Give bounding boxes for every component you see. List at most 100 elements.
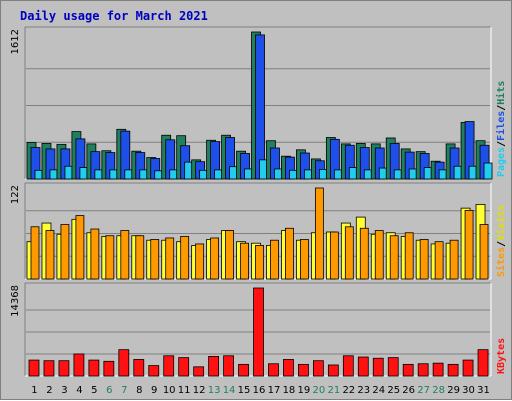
x-tick-label: 19 [298, 385, 311, 396]
bar-sites-day-22 [344, 226, 354, 280]
ymax-label-visits-sites: 122 [10, 185, 21, 204]
x-tick-label: 6 [106, 385, 112, 396]
bar-kbytes-day-26 [402, 363, 414, 377]
bar-sites-day-27 [419, 239, 429, 280]
axis-title-files: Files [495, 111, 507, 141]
x-tick-label: 25 [387, 385, 400, 396]
bar-kbytes-day-25 [387, 357, 399, 377]
bar-sites-day-10 [165, 237, 175, 280]
bar-sites-day-23 [359, 227, 369, 280]
x-tick-label: 13 [208, 385, 221, 396]
axis-title-visits-sites: Sites/Visits [495, 205, 507, 277]
bar-kbytes-day-12 [193, 366, 205, 377]
x-tick-label: 28 [432, 385, 445, 396]
bar-kbytes-day-20 [312, 360, 324, 377]
x-tick-label: 3 [61, 385, 67, 396]
bar-sites-day-24 [374, 230, 384, 280]
x-tick-label: 29 [447, 385, 460, 396]
x-tick-label: 18 [283, 385, 296, 396]
bar-kbytes-day-10 [163, 355, 175, 377]
bar-kbytes-day-19 [298, 363, 309, 377]
bar-kbytes-day-5 [88, 359, 100, 377]
x-tick-label: 10 [163, 385, 176, 396]
axis-title-separator: / [496, 141, 507, 147]
bar-kbytes-day-4 [73, 353, 85, 377]
x-tick-label: 11 [178, 385, 191, 396]
bar-kbytes-day-31 [477, 349, 489, 377]
x-tick-label: 2 [46, 385, 52, 396]
ymax-label-kbytes: 14368 [10, 285, 21, 317]
x-tick-label: 21 [327, 385, 340, 396]
bar-sites-day-14 [225, 230, 234, 280]
x-tick-label: 31 [477, 385, 490, 396]
bar-kbytes-day-22 [342, 355, 354, 377]
x-tick-label: 24 [372, 385, 385, 396]
bar-kbytes-day-13 [208, 356, 220, 377]
bar-sites-day-29 [449, 239, 459, 280]
x-tick-label: 20 [313, 385, 326, 396]
x-tick-label: 7 [121, 385, 127, 396]
bar-sites-day-25 [389, 235, 399, 280]
axis-title-sites: Sites [495, 247, 507, 277]
bar-sites-day-20 [314, 187, 324, 280]
bar-kbytes-day-14 [223, 355, 234, 377]
bar-kbytes-day-11 [178, 357, 190, 377]
ymax-label-hits-files-pages: 1612 [10, 29, 21, 54]
bar-kbytes-day-30 [462, 359, 474, 377]
axis-title-kbytes: KBytes [496, 338, 507, 374]
bar-sites-day-1 [30, 226, 40, 280]
bar-kbytes-day-6 [103, 360, 115, 377]
bar-sites-day-11 [180, 236, 190, 280]
x-tick-label: 8 [136, 385, 142, 396]
bar-kbytes-day-24 [372, 357, 384, 377]
bar-sites-day-2 [45, 230, 55, 280]
bar-kbytes-day-8 [133, 359, 145, 377]
bar-kbytes-day-29 [447, 363, 459, 377]
bar-kbytes-day-7 [118, 349, 130, 377]
x-tick-label: 9 [151, 385, 157, 396]
x-tick-label: 27 [417, 385, 430, 396]
x-tick-label: 14 [223, 385, 236, 396]
x-tick-label: 23 [357, 385, 370, 396]
axis-title-kbytes: KBytes [496, 338, 507, 374]
axis-title-hits-files-pages: Pages/Files/Hits [495, 81, 507, 177]
bar-kbytes-day-3 [58, 360, 70, 377]
bar-kbytes-day-23 [357, 356, 369, 377]
bar-sites-day-26 [404, 232, 414, 280]
axis-title-pages: Pages [496, 147, 507, 177]
x-tick-label: 1 [31, 385, 37, 396]
axis-title-separator: / [496, 241, 507, 247]
bar-sites-day-18 [285, 227, 294, 280]
x-tick-label: 15 [238, 385, 251, 396]
bar-sites-day-13 [210, 237, 220, 280]
x-tick-label: 30 [462, 385, 475, 396]
x-tick-label: 22 [342, 385, 355, 396]
x-tick-label: 16 [253, 385, 266, 396]
bar-kbytes-day-16 [253, 287, 264, 377]
x-tick-label: 26 [402, 385, 415, 396]
bar-kbytes-day-2 [43, 360, 55, 377]
bar-sites-day-12 [195, 243, 205, 280]
bar-sites-day-17 [270, 239, 279, 280]
bar-files-day-16 [255, 34, 265, 180]
x-tick-label: 4 [76, 385, 82, 396]
bar-sites-day-16 [255, 245, 264, 280]
x-tick-label: 5 [91, 385, 97, 396]
bar-kbytes-day-15 [238, 363, 249, 377]
bar-kbytes-day-1 [28, 359, 40, 377]
x-tick-label: 17 [268, 385, 281, 396]
bar-kbytes-day-9 [148, 365, 160, 377]
bar-sites-day-19 [300, 239, 309, 280]
bar-kbytes-day-21 [327, 364, 339, 377]
bar-sites-day-15 [240, 242, 249, 280]
bar-pages-day-31 [483, 162, 493, 180]
bar-sites-day-21 [329, 231, 339, 280]
bar-sites-day-7 [120, 230, 130, 280]
bar-sites-day-9 [150, 239, 160, 280]
bar-sites-day-30 [464, 209, 474, 280]
bar-sites-day-5 [90, 228, 100, 280]
bar-sites-day-6 [105, 235, 115, 280]
bar-sites-day-8 [135, 235, 145, 280]
